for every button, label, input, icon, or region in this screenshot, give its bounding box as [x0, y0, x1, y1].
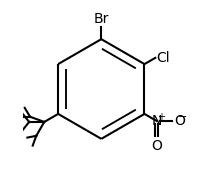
Text: +: +	[157, 112, 165, 122]
Text: −: −	[178, 112, 187, 122]
Text: O: O	[175, 114, 185, 128]
Text: Cl: Cl	[156, 51, 170, 65]
Text: N: N	[152, 114, 162, 128]
Text: Br: Br	[94, 12, 109, 26]
Text: O: O	[151, 139, 162, 153]
